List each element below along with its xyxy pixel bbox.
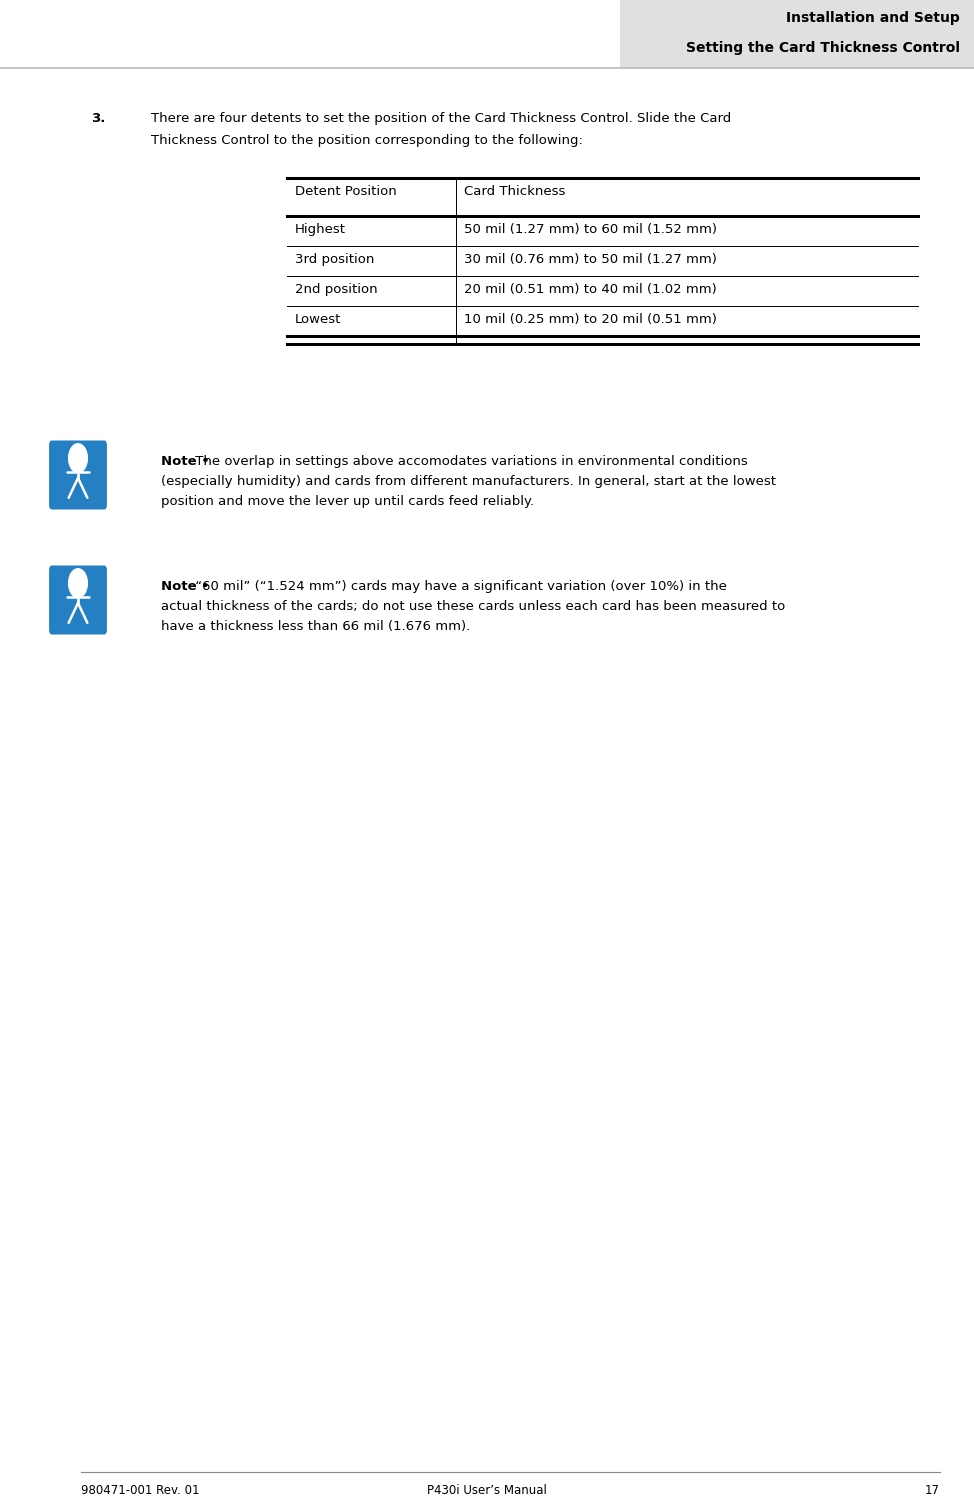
Text: “60 mil” (“1.524 mm”) cards may have a significant variation (over 10%) in the: “60 mil” (“1.524 mm”) cards may have a s… bbox=[191, 579, 727, 593]
Bar bbox=[620, 0, 974, 68]
Text: 30 mil (0.76 mm) to 50 mil (1.27 mm): 30 mil (0.76 mm) to 50 mil (1.27 mm) bbox=[464, 253, 717, 266]
Text: Card Thickness: Card Thickness bbox=[464, 185, 565, 199]
FancyBboxPatch shape bbox=[49, 441, 107, 510]
Text: The overlap in settings above accomodates variations in environmental conditions: The overlap in settings above accomodate… bbox=[191, 455, 748, 468]
Text: Note •: Note • bbox=[161, 579, 209, 593]
Text: 3rd position: 3rd position bbox=[295, 253, 374, 266]
Text: Lowest: Lowest bbox=[295, 313, 342, 327]
Circle shape bbox=[68, 569, 88, 597]
Text: 3.: 3. bbox=[91, 111, 105, 125]
Text: 20 mil (0.51 mm) to 40 mil (1.02 mm): 20 mil (0.51 mm) to 40 mil (1.02 mm) bbox=[464, 283, 716, 296]
Text: P430i User’s Manual: P430i User’s Manual bbox=[427, 1484, 547, 1496]
Text: Setting the Card Thickness Control: Setting the Card Thickness Control bbox=[686, 41, 960, 56]
Text: 2nd position: 2nd position bbox=[295, 283, 378, 296]
Text: Thickness Control to the position corresponding to the following:: Thickness Control to the position corres… bbox=[151, 134, 582, 147]
Text: Installation and Setup: Installation and Setup bbox=[786, 11, 960, 26]
Text: Note •: Note • bbox=[161, 455, 209, 468]
Text: 50 mil (1.27 mm) to 60 mil (1.52 mm): 50 mil (1.27 mm) to 60 mil (1.52 mm) bbox=[464, 223, 717, 236]
FancyBboxPatch shape bbox=[49, 566, 107, 635]
Text: There are four detents to set the position of the Card Thickness Control. Slide : There are four detents to set the positi… bbox=[151, 111, 731, 125]
Circle shape bbox=[68, 444, 88, 473]
Text: 10 mil (0.25 mm) to 20 mil (0.51 mm): 10 mil (0.25 mm) to 20 mil (0.51 mm) bbox=[464, 313, 717, 327]
Text: 980471-001 Rev. 01: 980471-001 Rev. 01 bbox=[81, 1484, 200, 1496]
Text: actual thickness of the cards; do not use these cards unless each card has been : actual thickness of the cards; do not us… bbox=[161, 600, 785, 613]
Text: (especially humidity) and cards from different manufacturers. In general, start : (especially humidity) and cards from dif… bbox=[161, 476, 775, 488]
Text: position and move the lever up until cards feed reliably.: position and move the lever up until car… bbox=[161, 495, 534, 509]
Text: Detent Position: Detent Position bbox=[295, 185, 396, 199]
Text: have a thickness less than 66 mil (1.676 mm).: have a thickness less than 66 mil (1.676… bbox=[161, 620, 470, 634]
Text: Highest: Highest bbox=[295, 223, 346, 236]
Text: 17: 17 bbox=[925, 1484, 940, 1496]
